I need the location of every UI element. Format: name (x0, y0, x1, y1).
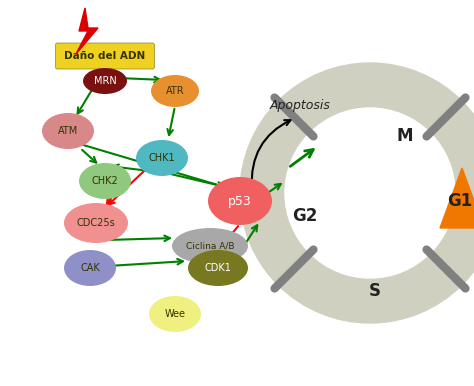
Circle shape (285, 108, 455, 278)
Ellipse shape (79, 163, 131, 199)
Text: G2: G2 (292, 207, 318, 225)
Ellipse shape (172, 228, 248, 264)
Text: MRN: MRN (94, 76, 117, 86)
Text: Apoptosis: Apoptosis (270, 100, 330, 112)
Polygon shape (440, 168, 474, 228)
Text: G1: G1 (447, 192, 473, 210)
Text: Ciclina A/B: Ciclina A/B (186, 242, 234, 251)
Ellipse shape (64, 250, 116, 286)
Ellipse shape (42, 113, 94, 149)
Text: M: M (397, 127, 413, 145)
Text: CDC25s: CDC25s (77, 218, 115, 228)
Polygon shape (76, 8, 98, 54)
Text: Wee: Wee (164, 309, 185, 319)
Text: ATM: ATM (58, 126, 78, 136)
Ellipse shape (149, 296, 201, 332)
Ellipse shape (208, 177, 272, 225)
Ellipse shape (188, 250, 248, 286)
Text: CAK: CAK (80, 263, 100, 273)
Text: Daño del ADN: Daño del ADN (64, 51, 146, 61)
Text: CDK1: CDK1 (205, 263, 231, 273)
Ellipse shape (64, 203, 128, 243)
Text: ATR: ATR (166, 86, 184, 96)
Text: p53: p53 (228, 195, 252, 208)
Ellipse shape (136, 140, 188, 176)
Text: CHK1: CHK1 (149, 153, 175, 163)
FancyBboxPatch shape (55, 43, 155, 69)
Ellipse shape (83, 68, 127, 94)
Circle shape (240, 63, 474, 323)
Ellipse shape (151, 75, 199, 107)
Text: CHK2: CHK2 (91, 176, 118, 186)
Text: S: S (369, 282, 381, 300)
